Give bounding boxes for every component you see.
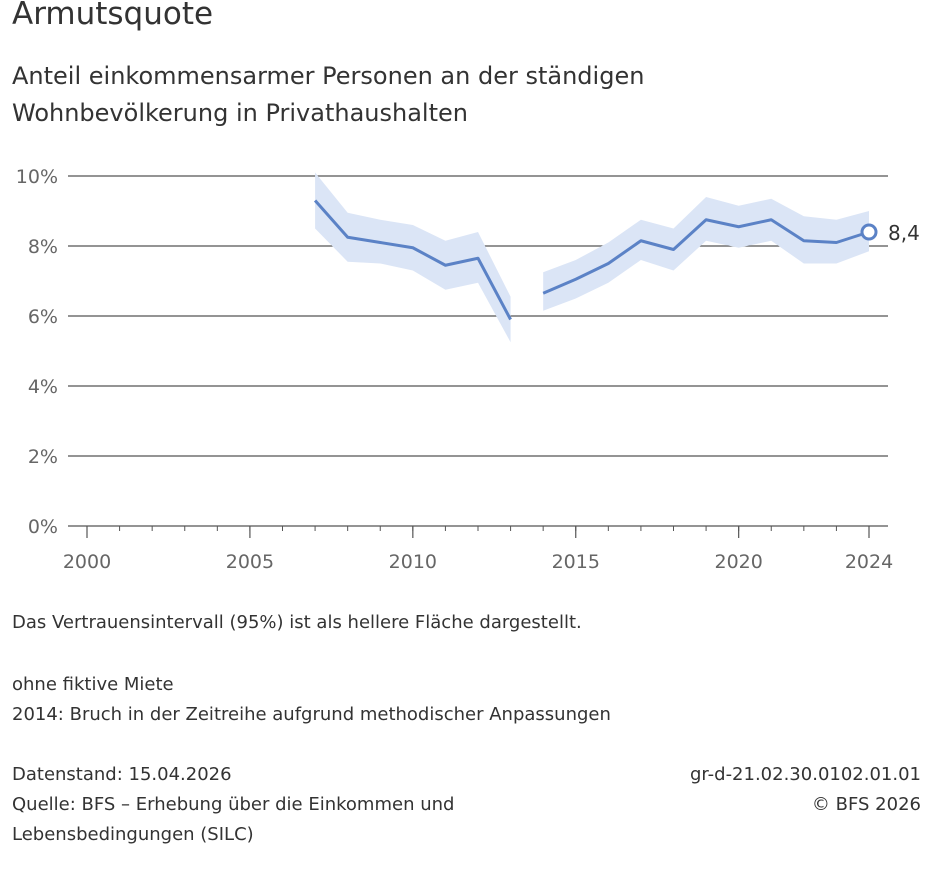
source-line-2: Lebensbedingungen (SILC) (12, 824, 254, 845)
x-tick-label: 2010 (389, 551, 437, 573)
chart-subtitle: Anteil einkommensarmer Personen an der s… (12, 58, 912, 132)
x-axis: 2000 2005 2010 2015 2020 2024 (63, 526, 893, 573)
subtitle-line-2: Wohnbevölkerung in Privathaushalten (12, 99, 468, 127)
chart-title: Armutsquote (12, 0, 214, 32)
x-tick-label: 2000 (63, 551, 111, 573)
y-tick-label: 2% (28, 446, 58, 468)
series-line (313, 199, 512, 321)
y-tick-label: 4% (28, 376, 58, 398)
break-note: 2014: Bruch in der Zeitreihe aufgrund me… (12, 704, 611, 725)
y-tick-label: 10% (16, 166, 58, 188)
confidence-band (315, 172, 511, 343)
chart-code: gr-d-21.02.30.0102.01.01 (689, 764, 921, 785)
confidence-bands (315, 172, 869, 343)
last-value-label: 8,4 (888, 221, 920, 245)
x-tick-label: 2015 (552, 551, 600, 573)
source-line-1: Quelle: BFS – Erhebung über die Einkomme… (12, 794, 455, 815)
last-value-marker: 8,4 (860, 221, 920, 245)
y-tick-label: 6% (28, 306, 58, 328)
poverty-rate-chart: 0% 2% 4% 6% 8% 10% 2000 2005 2010 2015 2020 2024 8… (16, 166, 920, 573)
y-tick-label: 0% (28, 516, 58, 538)
rent-note: ohne fiktive Miete (12, 674, 174, 695)
last-value-point (860, 223, 878, 241)
series-lines (313, 199, 870, 321)
x-tick-label: 2020 (714, 551, 762, 573)
x-tick-label: 2024 (845, 551, 893, 573)
subtitle-line-1: Anteil einkommensarmer Personen an der s… (12, 62, 645, 90)
datenstand: Datenstand: 15.04.2026 (12, 764, 232, 785)
series-line (542, 218, 870, 295)
confidence-note: Das Vertrauensintervall (95%) ist als he… (12, 612, 582, 633)
y-tick-label: 8% (28, 236, 58, 258)
copyright: © BFS 2026 (811, 794, 921, 815)
confidence-band (543, 197, 869, 311)
x-tick-label: 2005 (226, 551, 274, 573)
